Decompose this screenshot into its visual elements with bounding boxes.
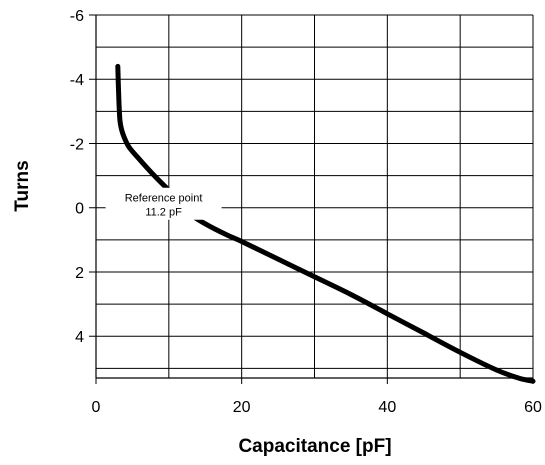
annotation-text: 11.2 pF — [145, 207, 182, 219]
annotation-layer: Reference point 11.2 pF — [105, 187, 222, 220]
y-tick-label: 2 — [75, 265, 84, 282]
y-tick-label: -2 — [70, 136, 84, 153]
axes — [95, 14, 534, 379]
y-tick-label: 0 — [75, 201, 84, 218]
x-tick-label: 60 — [524, 399, 542, 416]
x-tick-label: 20 — [233, 399, 251, 416]
grid — [96, 15, 533, 378]
y-tick-label: 4 — [75, 329, 84, 346]
x-tick-label: 0 — [92, 399, 101, 416]
series-line — [115, 63, 536, 384]
curve-layer — [115, 63, 536, 384]
x-tick-label: 40 — [378, 399, 396, 416]
y-axis-title: Turns — [12, 160, 33, 211]
x-axis-title: Capacitance [pF] — [238, 436, 391, 457]
annotation-box — [105, 187, 222, 220]
y-tick-label: -4 — [70, 72, 84, 89]
annotation-text: Reference point — [125, 193, 203, 205]
y-tick-label: -6 — [70, 8, 84, 25]
